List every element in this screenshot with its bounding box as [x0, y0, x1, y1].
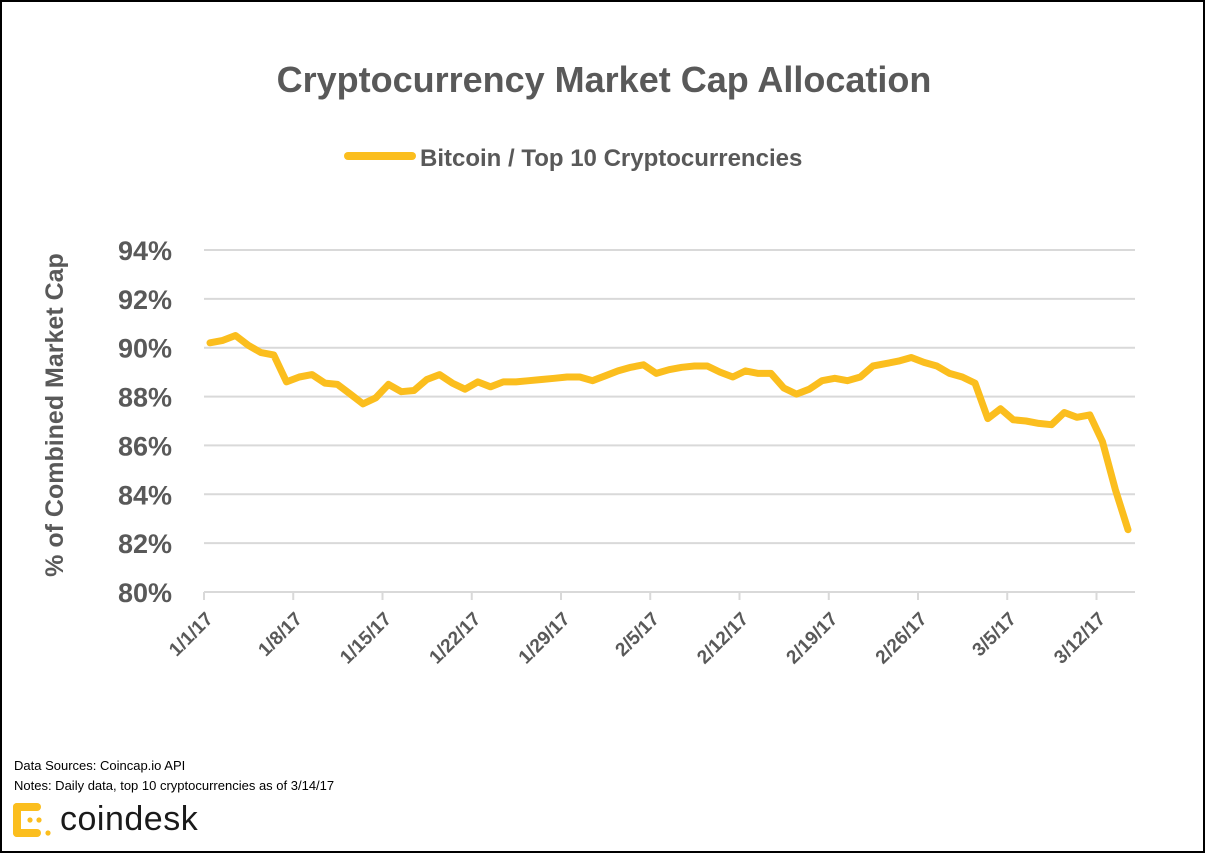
coindesk-logo-icon — [13, 802, 51, 837]
coindesk-logo: coindesk — [12, 800, 198, 839]
y-tick-label: 82% — [118, 529, 172, 559]
x-tick-label: 2/12/17 — [693, 609, 753, 669]
x-tick-label: 1/1/17 — [165, 609, 217, 661]
y-tick-label: 86% — [118, 431, 172, 461]
y-tick-label: 90% — [118, 334, 172, 364]
x-tick-label: 2/19/17 — [783, 609, 843, 669]
x-axis-ticks: 1/1/17 1/8/17 1/15/17 1/22/17 1/29/17 2/5/17 2… — [165, 592, 1110, 668]
x-tick-label: 3/12/17 — [1050, 609, 1110, 669]
coindesk-wordmark: coindesk — [60, 800, 199, 838]
legend: Bitcoin / Top 10 Cryptocurrencies — [344, 145, 802, 172]
y-tick-label: 94% — [118, 236, 172, 266]
y-tick-label: 80% — [118, 578, 172, 608]
x-tick-label: 1/8/17 — [255, 609, 307, 661]
chart-title: Cryptocurrency Market Cap Allocation — [277, 59, 932, 100]
y-axis-ticks: 80% 82% 84% 86% 88% 90% 92% 94% — [118, 236, 172, 608]
legend-label: Bitcoin / Top 10 Cryptocurrencies — [420, 145, 802, 172]
x-tick-label: 1/22/17 — [426, 609, 486, 669]
y-tick-label: 88% — [118, 383, 172, 413]
notes-text: Notes: Daily data, top 10 cryptocurrenci… — [14, 778, 335, 793]
y-axis-label: % of Combined Market Cap — [41, 253, 69, 577]
x-tick-label: 2/26/17 — [872, 609, 932, 669]
x-tick-label: 2/5/17 — [612, 609, 664, 661]
series-group — [206, 332, 1132, 534]
y-tick-label: 84% — [118, 480, 172, 510]
x-tick-label: 3/5/17 — [969, 609, 1021, 661]
series-line — [206, 332, 1132, 534]
x-tick-label: 1/15/17 — [336, 609, 396, 669]
y-tick-label: 92% — [118, 285, 172, 315]
x-tick-label: 1/29/17 — [515, 609, 575, 669]
data-sources-note: Data Sources: Coincap.io API — [14, 758, 186, 773]
gridlines — [204, 249, 1135, 545]
